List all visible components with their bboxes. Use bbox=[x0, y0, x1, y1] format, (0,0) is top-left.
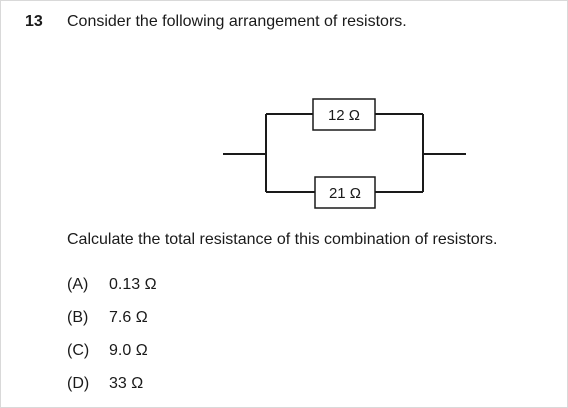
resistor-bottom bbox=[314, 176, 376, 209]
option-a[interactable]: (A) 0.13 Ω bbox=[67, 276, 157, 294]
option-value: 0.13 Ω bbox=[109, 276, 157, 293]
option-letter: (C) bbox=[67, 342, 90, 359]
option-letter: (A) bbox=[67, 276, 89, 293]
option-value: 7.6 Ω bbox=[109, 309, 148, 326]
option-value: 9.0 Ω bbox=[109, 342, 148, 359]
resistor-circuit-diagram: 12 Ω 21 Ω bbox=[223, 98, 466, 209]
resistor-bottom-label: 21 Ω bbox=[329, 185, 361, 202]
option-d[interactable]: (D) 33 Ω bbox=[67, 375, 143, 393]
option-value: 33 Ω bbox=[109, 375, 144, 392]
question-text: Consider the following arrangement of re… bbox=[67, 13, 407, 30]
option-letter: (B) bbox=[67, 309, 89, 326]
option-letter: (D) bbox=[67, 375, 90, 392]
question-prompt: Calculate the total resistance of this c… bbox=[67, 231, 498, 248]
option-b[interactable]: (B) 7.6 Ω bbox=[67, 309, 148, 327]
option-c[interactable]: (C) 9.0 Ω bbox=[67, 342, 148, 360]
question-number: 13 bbox=[25, 13, 43, 30]
resistor-top bbox=[312, 98, 376, 131]
resistor-top-label: 12 Ω bbox=[328, 107, 360, 124]
